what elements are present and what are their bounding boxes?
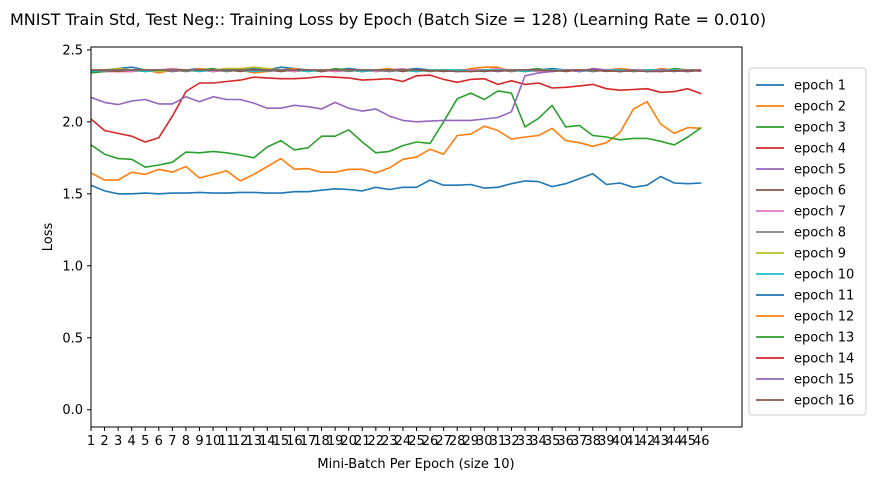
x-tick-label: 37 — [571, 434, 588, 449]
legend-label-epoch-16: epoch 16 — [794, 394, 854, 409]
x-axis-label: Mini-Batch Per Epoch (size 10) — [317, 457, 514, 472]
legend: epoch 1 epoch 2 epoch 3 epoch 4 epoch 5 epoch… — [748, 67, 867, 416]
x-tick-label: 39 — [598, 434, 615, 449]
legend-label-epoch-9: epoch 9 — [794, 247, 846, 262]
legend-label-epoch-11: epoch 11 — [794, 289, 854, 304]
legend-entries: epoch 1 epoch 2 epoch 3 epoch 4 epoch 5 epoch… — [756, 79, 854, 409]
x-tick-label: 12 — [232, 434, 249, 449]
x-tick-label: 8 — [182, 434, 190, 449]
legend-label-epoch-13: epoch 13 — [794, 331, 854, 346]
y-tick-label: 2.0 — [62, 115, 83, 130]
legend-label-epoch-14: epoch 14 — [794, 352, 854, 367]
legend-label-epoch-15: epoch 15 — [794, 373, 854, 388]
plot-area: 1 2 3 4 5 6 7 8 9 1011121314151617181920212223242… — [62, 43, 743, 449]
x-tick-label: 27 — [435, 434, 452, 449]
x-tick-label: 24 — [395, 434, 412, 449]
x-tick-label: 5 — [141, 434, 149, 449]
x-tick-label: 34 — [530, 434, 547, 449]
x-tick-label: 28 — [449, 434, 466, 449]
x-tick-label: 45 — [679, 434, 696, 449]
x-tick-label: 7 — [168, 434, 176, 449]
series-line-epoch-15 — [90, 67, 702, 123]
legend-label-epoch-3: epoch 3 — [794, 121, 846, 136]
y-tick-label: 0.0 — [62, 403, 83, 418]
x-tick-label: 22 — [368, 434, 385, 449]
legend-label-epoch-12: epoch 12 — [794, 310, 854, 325]
legend-label-epoch-6: epoch 6 — [794, 184, 846, 199]
x-tick-label: 15 — [273, 434, 290, 449]
series-line-epoch-16 — [91, 69, 702, 73]
x-tick-label: 3 — [114, 434, 122, 449]
x-tick-label: 4 — [128, 434, 136, 449]
x-tick-label: 32 — [503, 434, 520, 449]
legend-box — [748, 67, 867, 416]
y-axis-label: Loss — [41, 223, 56, 252]
y-tick-label: 0.5 — [62, 331, 83, 346]
legend-label-epoch-8: epoch 8 — [794, 226, 846, 241]
legend-label-epoch-4: epoch 4 — [794, 142, 846, 157]
x-tick-label: 30 — [476, 434, 493, 449]
legend-label-epoch-10: epoch 10 — [794, 268, 854, 283]
x-tick-label: 18 — [313, 434, 330, 449]
x-tick-label: 6 — [155, 434, 163, 449]
legend-label-epoch-2: epoch 2 — [794, 100, 846, 115]
y-tick-label: 1.0 — [62, 259, 83, 274]
x-tick-label: 44 — [666, 434, 683, 449]
series-line-epoch-12 — [90, 100, 702, 182]
x-axis-ticks: 1 2 3 4 5 6 7 8 9 1011121314151617181920212223242… — [87, 427, 710, 449]
x-tick-label: 14 — [259, 434, 276, 449]
x-tick-label: 9 — [195, 434, 203, 449]
x-tick-label: 29 — [462, 434, 479, 449]
series-lines — [90, 66, 702, 195]
chart-title: MNIST Train Std, Test Neg:: Training Los… — [10, 10, 766, 29]
x-tick-label: 42 — [639, 434, 656, 449]
y-tick-label: 2.5 — [62, 43, 83, 58]
legend-label-epoch-1: epoch 1 — [794, 79, 846, 94]
x-tick-label: 38 — [585, 434, 602, 449]
x-tick-label: 33 — [517, 434, 534, 449]
series-line-epoch-11 — [90, 172, 702, 195]
x-tick-label: 2 — [100, 434, 108, 449]
x-tick-label: 20 — [340, 434, 357, 449]
x-tick-label: 21 — [354, 434, 371, 449]
x-tick-label: 1 — [87, 434, 95, 449]
x-tick-label: 36 — [557, 434, 574, 449]
x-tick-label: 25 — [408, 434, 425, 449]
x-tick-label: 43 — [652, 434, 669, 449]
x-tick-label: 26 — [422, 434, 439, 449]
legend-label-epoch-7: epoch 7 — [794, 205, 846, 220]
y-tick-label: 1.5 — [62, 187, 83, 202]
x-tick-label: 13 — [245, 434, 262, 449]
x-tick-label: 46 — [693, 434, 710, 449]
series-line-epoch-13 — [90, 90, 702, 168]
x-tick-label: 40 — [612, 434, 629, 449]
x-tick-label: 31 — [490, 434, 507, 449]
x-tick-label: 23 — [381, 434, 398, 449]
x-tick-label: 17 — [300, 434, 317, 449]
series-line-epoch-14 — [90, 74, 702, 143]
x-tick-label: 16 — [286, 434, 303, 449]
x-tick-label: 11 — [218, 434, 235, 449]
x-tick-label: 10 — [205, 434, 222, 449]
y-axis-ticks: 0.0 0.5 1.0 1.5 2.0 2.5 — [62, 43, 91, 418]
x-tick-label: 35 — [544, 434, 561, 449]
x-tick-label: 41 — [625, 434, 642, 449]
x-tick-label: 19 — [327, 434, 344, 449]
legend-label-epoch-5: epoch 5 — [794, 163, 846, 178]
